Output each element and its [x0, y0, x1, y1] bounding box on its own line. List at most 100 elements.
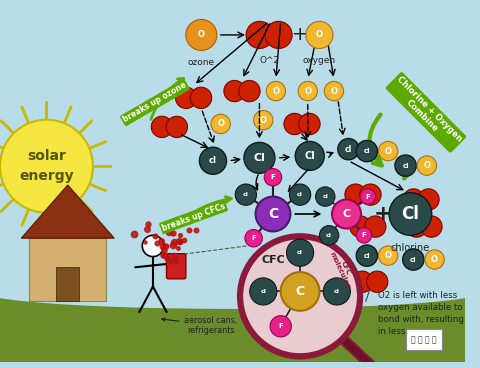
Circle shape — [270, 316, 291, 337]
Circle shape — [345, 184, 366, 205]
Circle shape — [211, 114, 230, 134]
Polygon shape — [0, 291, 480, 362]
Text: cl: cl — [326, 233, 332, 238]
Circle shape — [365, 216, 386, 237]
Text: solar
energy: solar energy — [19, 149, 74, 183]
Polygon shape — [21, 185, 114, 238]
Text: F: F — [271, 174, 276, 180]
Circle shape — [356, 245, 377, 266]
Circle shape — [250, 278, 277, 305]
Text: +: + — [374, 204, 393, 224]
Circle shape — [403, 189, 424, 210]
Text: F: F — [365, 194, 370, 199]
Text: O2 is left with less
oxygen available to
bond with, resulting
in less ozone.: O2 is left with less oxygen available to… — [377, 291, 463, 336]
Circle shape — [324, 81, 344, 101]
Text: Cl: Cl — [253, 153, 265, 163]
Text: O: O — [431, 255, 438, 264]
Text: Cl: Cl — [401, 205, 420, 223]
Text: chlorine: chlorine — [391, 243, 430, 253]
Text: O: O — [423, 161, 431, 170]
Circle shape — [191, 87, 212, 109]
Text: cl: cl — [297, 250, 303, 255]
Text: CFC: CFC — [261, 255, 285, 265]
Circle shape — [306, 21, 333, 49]
Text: cl: cl — [334, 289, 340, 294]
Circle shape — [199, 147, 227, 174]
Text: C: C — [268, 207, 278, 221]
Text: F: F — [278, 323, 283, 329]
Circle shape — [425, 250, 444, 269]
Text: O: O — [384, 146, 392, 156]
Text: C: C — [296, 285, 305, 298]
Text: cl: cl — [363, 252, 370, 259]
Circle shape — [265, 21, 292, 49]
Circle shape — [356, 141, 377, 162]
Circle shape — [403, 249, 424, 270]
FancyBboxPatch shape — [167, 254, 186, 279]
Text: cl: cl — [345, 145, 352, 154]
Circle shape — [406, 216, 427, 237]
FancyBboxPatch shape — [29, 238, 107, 301]
Text: cl: cl — [260, 289, 266, 294]
Circle shape — [239, 81, 260, 102]
Circle shape — [142, 235, 164, 256]
FancyBboxPatch shape — [56, 267, 79, 301]
Circle shape — [338, 138, 359, 160]
Text: +: + — [292, 25, 308, 45]
Circle shape — [289, 184, 311, 205]
Text: cl: cl — [363, 148, 370, 154]
Text: O: O — [304, 86, 312, 96]
Text: O: O — [217, 120, 224, 128]
Text: breaks up CFCs: breaks up CFCs — [161, 201, 227, 233]
Text: O: O — [272, 86, 279, 96]
Circle shape — [299, 113, 320, 135]
Text: O: O — [260, 116, 267, 125]
Circle shape — [244, 142, 275, 173]
Circle shape — [395, 155, 416, 176]
Circle shape — [281, 272, 319, 311]
Circle shape — [378, 141, 398, 161]
Circle shape — [295, 141, 324, 170]
Circle shape — [417, 156, 436, 175]
Text: ozone: ozone — [188, 58, 215, 67]
Text: Chlorine + Oxygen
Combine: Chlorine + Oxygen Combine — [388, 74, 464, 151]
Circle shape — [255, 197, 290, 231]
Text: O: O — [316, 31, 323, 39]
Text: cl: cl — [243, 192, 249, 197]
Circle shape — [266, 81, 286, 101]
Circle shape — [421, 216, 442, 237]
Circle shape — [350, 216, 371, 237]
Circle shape — [284, 113, 305, 135]
Circle shape — [367, 271, 388, 293]
Circle shape — [418, 189, 439, 210]
Text: O^2: O^2 — [259, 56, 279, 65]
Text: cl: cl — [209, 156, 217, 165]
Circle shape — [360, 184, 381, 205]
Circle shape — [356, 227, 372, 243]
Circle shape — [245, 230, 262, 247]
Text: cl: cl — [410, 256, 417, 262]
Circle shape — [176, 87, 197, 109]
Text: O: O — [198, 31, 205, 39]
Circle shape — [319, 226, 339, 245]
Text: O: O — [384, 251, 392, 260]
Text: cl: cl — [402, 163, 409, 169]
Circle shape — [246, 21, 273, 49]
Text: cl: cl — [322, 194, 328, 199]
Text: O: O — [330, 86, 337, 96]
Circle shape — [264, 169, 282, 186]
Text: ⓒ ⓘ ⓢ ⓞ: ⓒ ⓘ ⓢ ⓞ — [411, 335, 437, 344]
Text: Cl: Cl — [304, 151, 315, 161]
Circle shape — [186, 20, 217, 50]
Text: F: F — [361, 232, 366, 238]
Circle shape — [224, 81, 245, 102]
Circle shape — [151, 116, 173, 138]
FancyBboxPatch shape — [406, 329, 443, 350]
Circle shape — [298, 81, 317, 101]
Circle shape — [360, 189, 375, 204]
Circle shape — [287, 239, 313, 266]
Circle shape — [324, 278, 350, 305]
Text: aerosol cans,
refrigerants: aerosol cans, refrigerants — [162, 316, 238, 335]
Circle shape — [332, 199, 361, 229]
Circle shape — [352, 271, 373, 293]
